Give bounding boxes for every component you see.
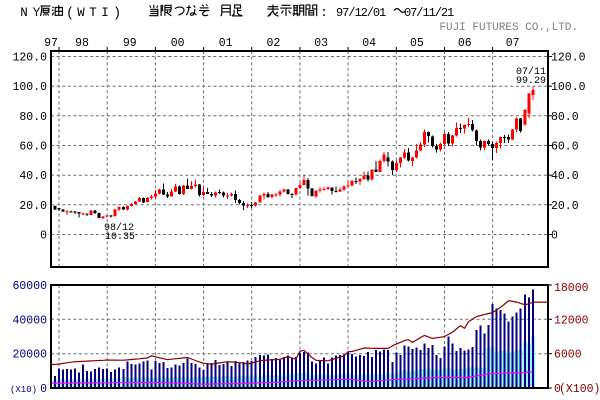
svg-text:60.0: 60.0 — [551, 141, 579, 154]
svg-text:03: 03 — [314, 37, 328, 50]
svg-text:80.0: 80.0 — [19, 111, 47, 124]
svg-text:FUJI FUTURES CO.,LTD.: FUJI FUTURES CO.,LTD. — [439, 22, 578, 34]
svg-text:04: 04 — [362, 37, 376, 50]
svg-text:20.0: 20.0 — [551, 200, 579, 213]
svg-text:07/11/21: 07/11/21 — [404, 6, 454, 20]
svg-text:80.0: 80.0 — [551, 111, 579, 124]
svg-text:02: 02 — [266, 37, 280, 50]
svg-text:07: 07 — [506, 37, 520, 50]
svg-text:98/12: 98/12 — [104, 222, 134, 234]
svg-text:120.0: 120.0 — [12, 52, 47, 65]
svg-text::: : — [320, 6, 328, 20]
svg-text:(X100): (X100) — [559, 383, 600, 396]
svg-text:6000: 6000 — [554, 349, 582, 362]
svg-text:Y: Y — [33, 6, 41, 20]
svg-text:0: 0 — [551, 230, 558, 243]
svg-text:40.0: 40.0 — [551, 170, 579, 183]
svg-text:97/12/01: 97/12/01 — [336, 6, 386, 20]
svg-text:W: W — [77, 6, 85, 20]
svg-text:99: 99 — [123, 37, 137, 50]
svg-text:60000: 60000 — [12, 280, 47, 293]
svg-text:98: 98 — [75, 37, 89, 50]
svg-text:06: 06 — [458, 37, 472, 50]
svg-text:12000: 12000 — [554, 314, 589, 327]
svg-text:40.0: 40.0 — [19, 170, 47, 183]
svg-text:97: 97 — [44, 37, 58, 50]
svg-text:07/11: 07/11 — [516, 66, 546, 78]
svg-text:20000: 20000 — [12, 349, 47, 362]
svg-text:40000: 40000 — [12, 314, 47, 327]
svg-text:18000: 18000 — [554, 282, 589, 295]
svg-text:N: N — [20, 6, 28, 20]
svg-text:I: I — [101, 6, 109, 20]
svg-text:01: 01 — [219, 37, 233, 50]
svg-text:100.0: 100.0 — [551, 81, 586, 94]
svg-text:00: 00 — [171, 37, 185, 50]
svg-text:99.29: 99.29 — [516, 76, 546, 87]
svg-text:120.0: 120.0 — [551, 52, 586, 65]
svg-text:05: 05 — [410, 37, 424, 50]
svg-text:(: ( — [66, 7, 74, 22]
svg-text:60.0: 60.0 — [19, 141, 47, 154]
svg-text:0: 0 — [554, 383, 561, 396]
svg-text:0: 0 — [40, 230, 47, 243]
svg-text:100.0: 100.0 — [12, 81, 47, 94]
svg-text:T: T — [89, 6, 97, 20]
svg-text:): ) — [113, 7, 121, 22]
svg-text:(X10): (X10) — [10, 385, 37, 395]
svg-text:0: 0 — [40, 383, 47, 396]
svg-text:10.35: 10.35 — [105, 232, 135, 243]
svg-text:20.0: 20.0 — [19, 200, 47, 213]
